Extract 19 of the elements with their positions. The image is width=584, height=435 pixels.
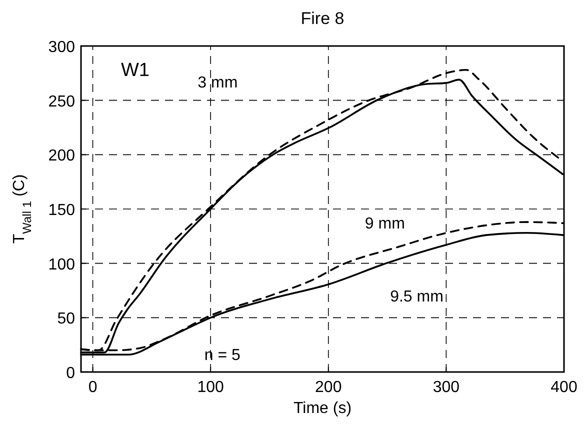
- y-tick-label: 200: [48, 148, 76, 165]
- y-tick-label: 0: [66, 365, 76, 382]
- y-tick-label: 100: [48, 256, 76, 274]
- y-tick-label: 150: [48, 202, 76, 219]
- x-axis-title: Time (s): [293, 400, 352, 417]
- chart-title: Fire 8: [300, 9, 344, 28]
- y-tick-label: 300: [48, 39, 76, 56]
- x-tick-label: 400: [550, 379, 578, 396]
- x-tick-label: 100: [197, 379, 224, 396]
- y-tick-label: 50: [57, 310, 76, 328]
- annotation: W1: [121, 60, 150, 81]
- annotation: 9.5 mm: [390, 288, 444, 306]
- annotation: n = 5: [204, 347, 240, 364]
- annotation: 9 mm: [364, 216, 405, 233]
- y-tick-label: 250: [48, 93, 76, 110]
- x-tick-label: 200: [315, 379, 342, 396]
- x-tick-label: 0: [88, 379, 98, 396]
- x-tick-label: 300: [432, 379, 460, 396]
- annotation: 3 mm: [198, 74, 238, 92]
